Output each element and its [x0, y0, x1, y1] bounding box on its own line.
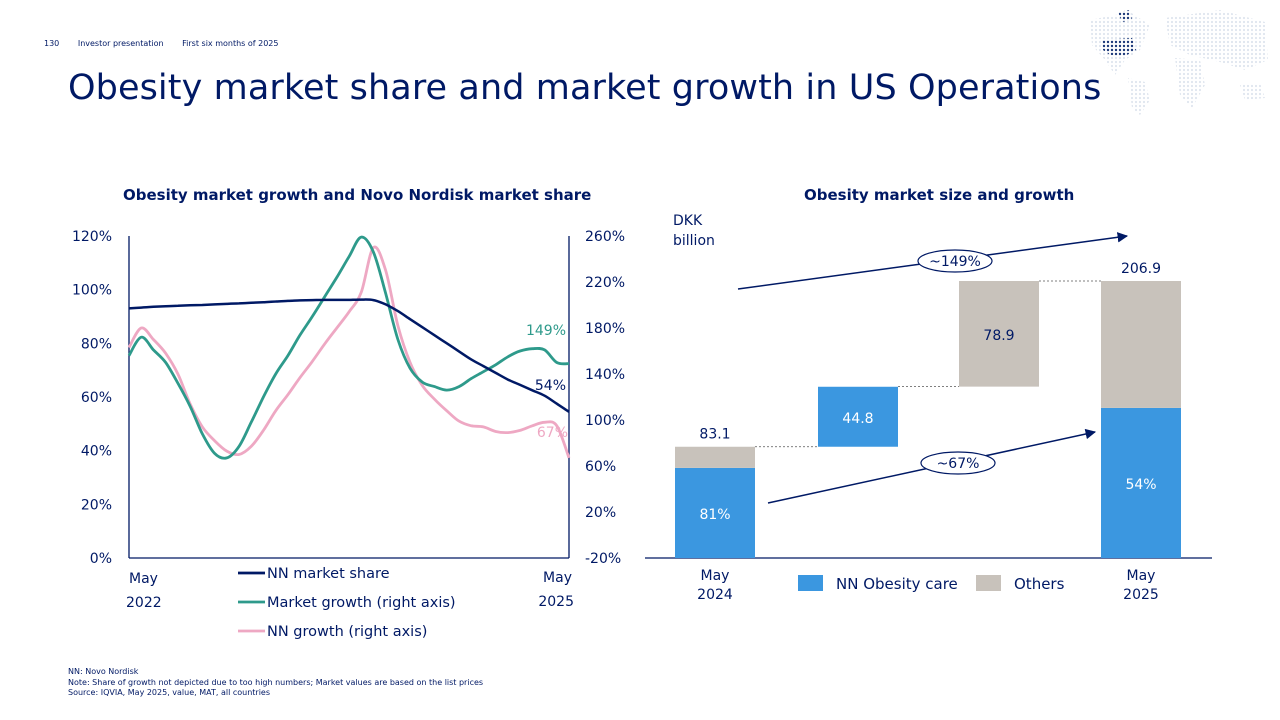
- x-category-label: 2025: [1123, 587, 1159, 603]
- line-chart-title: Obesity market growth and Novo Nordisk m…: [123, 186, 592, 204]
- total-growth-bubble: [917, 249, 993, 273]
- x-start-label: May: [129, 571, 158, 587]
- right-tick-label: 180%: [585, 321, 625, 337]
- x-start-label: 2022: [126, 595, 162, 611]
- series-line-2: [127, 245, 571, 459]
- footnote-line: Source: IQVIA, May 2025, value, MAT, all…: [68, 688, 271, 697]
- bar-others-segment: [1101, 281, 1181, 408]
- page-number: 130: [44, 39, 60, 48]
- legend-label: Others: [1014, 575, 1065, 593]
- bar-share-label: 81%: [699, 507, 730, 523]
- world-map-decoration: [1090, 10, 1268, 115]
- line-chart: 120% 100% 80% 60% 40% 20% 0% 260% 220% 180% 140% 10…: [72, 229, 625, 640]
- left-tick-label: 0%: [90, 551, 112, 567]
- page-title: Obesity market share and market growth i…: [68, 68, 1102, 108]
- series-end-label: 67%: [537, 425, 568, 441]
- continent-south-america: [1128, 78, 1150, 115]
- left-tick-label: 40%: [81, 444, 112, 460]
- series-line-0: [128, 298, 570, 413]
- legend-label: NN market share: [267, 566, 390, 582]
- bar-nn-segment: [675, 467, 755, 558]
- right-tick-label: 260%: [585, 229, 625, 245]
- bar-increment: [818, 386, 898, 447]
- series-end-label: 54%: [535, 378, 566, 394]
- x-category-label: May: [701, 568, 730, 584]
- footnote-line: NN: Novo Nordisk: [68, 667, 139, 676]
- bar-nn-segment: [1101, 407, 1181, 558]
- bar-total-label: 206.9: [1121, 261, 1161, 277]
- legend-swatch: [798, 575, 823, 591]
- left-tick-label: 20%: [81, 497, 112, 513]
- x-end-label: 2025: [538, 594, 574, 610]
- total-growth-label: ~149%: [929, 254, 981, 270]
- footnotes: NN: Novo Nordisk Note: Share of growth n…: [68, 667, 483, 699]
- bar-increment: [959, 281, 1039, 387]
- period-label: First six months of 2025: [182, 39, 279, 48]
- left-tick-label: 120%: [72, 229, 112, 245]
- waterfall-chart-title: Obesity market size and growth: [804, 186, 1075, 204]
- bar-share-label: 54%: [1125, 477, 1156, 493]
- total-growth-arrow: [737, 232, 1129, 290]
- unit-label: DKK: [673, 213, 703, 229]
- right-tick-label: 100%: [585, 413, 625, 429]
- x-end-label: May: [543, 570, 572, 586]
- left-tick-label: 100%: [72, 283, 112, 299]
- nn-growth-bubble: [920, 451, 996, 475]
- bar-total-label: 83.1: [699, 427, 730, 443]
- nn-growth-label: ~67%: [937, 456, 980, 472]
- bar-value-label: 44.8: [842, 411, 873, 427]
- series-line-1: [127, 235, 570, 460]
- x-category-label: 2024: [697, 587, 733, 603]
- usa-highlight: [1102, 38, 1136, 56]
- right-tick-label: -20%: [585, 551, 621, 567]
- greenland-highlight: [1118, 10, 1132, 22]
- legend-label: NN growth (right axis): [267, 624, 427, 640]
- legend-swatch: [976, 575, 1001, 591]
- continent-africa: [1175, 58, 1205, 108]
- left-tick-label: 60%: [81, 390, 112, 406]
- bar-value-label: 78.9: [983, 328, 1014, 344]
- legend-label: Market growth (right axis): [267, 595, 456, 611]
- left-tick-label: 80%: [81, 336, 112, 352]
- unit-label: billion: [673, 233, 715, 249]
- nn-growth-arrow: [767, 428, 1097, 504]
- right-tick-label: 140%: [585, 367, 625, 383]
- legend-label: NN Obesity care: [836, 575, 958, 593]
- section-label: Investor presentation: [77, 39, 164, 48]
- series-end-label: 149%: [526, 323, 566, 339]
- right-tick-label: 60%: [585, 459, 616, 475]
- right-tick-label: 220%: [585, 275, 625, 291]
- continent-eurasia: [1165, 10, 1268, 70]
- footnote-line: Note: Share of growth not depicted due t…: [68, 677, 484, 687]
- right-tick-label: 20%: [585, 505, 616, 521]
- x-category-label: May: [1127, 568, 1156, 584]
- bar-others-segment: [675, 446, 755, 468]
- slide-header: 130 Investor presentation First six mont…: [44, 39, 294, 48]
- continent-australia: [1240, 83, 1265, 100]
